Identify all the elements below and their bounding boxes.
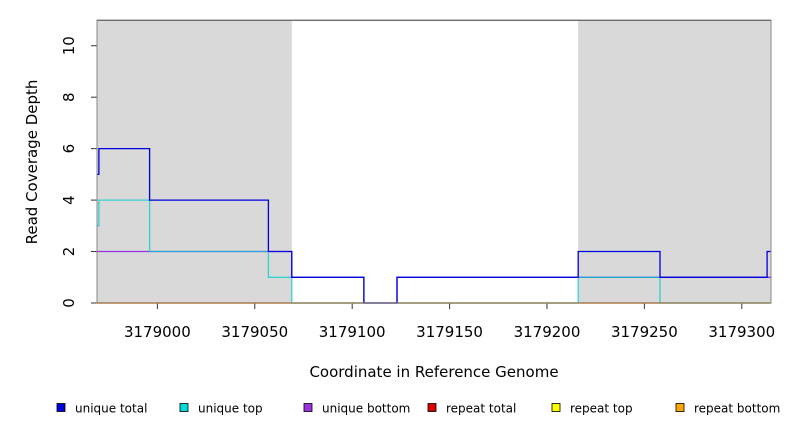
y-tick-label: 4	[60, 195, 78, 205]
y-axis-title: Read Coverage Depth	[23, 80, 41, 245]
x-tick-label: 3179200	[514, 323, 581, 341]
legend-swatch	[303, 403, 313, 412]
legend-label: unique bottom	[322, 402, 410, 416]
y-tick-label: 2	[60, 247, 78, 257]
legend-swatch	[56, 403, 66, 412]
legend-label: unique total	[75, 402, 147, 416]
x-tick-labels: 3179000 3179050 3179100 3179150 3179200 31792…	[124, 323, 775, 341]
axis-ticks	[91, 45, 743, 309]
shaded-region-1	[578, 20, 771, 303]
y-tick-label: 8	[60, 92, 78, 102]
series-unique-top	[97, 199, 771, 304]
legend-item-repeat-bottom: repeat bottom	[675, 402, 780, 416]
legend-label: repeat bottom	[694, 402, 780, 416]
x-tick-label: 3179150	[416, 323, 483, 341]
legend-item-unique-bottom: unique bottom	[303, 402, 410, 416]
x-tick-label: 3179300	[708, 323, 775, 341]
shaded-regions	[97, 20, 771, 303]
x-axis-title: Coordinate in Reference Genome	[309, 363, 558, 381]
legend-swatch	[179, 403, 189, 412]
legend-label: unique top	[198, 402, 263, 416]
legend-swatch	[551, 403, 561, 412]
x-tick-label: 3179000	[124, 323, 191, 341]
legend-item-unique-top: unique top	[179, 402, 263, 416]
legend-label: repeat total	[446, 402, 516, 416]
legend: unique total unique top unique bottom repea…	[56, 402, 780, 416]
x-tick-label: 3179250	[611, 323, 678, 341]
legend-item-unique-total: unique total	[56, 402, 147, 416]
legend-swatch	[675, 403, 685, 412]
legend-item-repeat-top: repeat top	[551, 402, 633, 416]
legend-swatch	[427, 403, 437, 412]
plot-frame	[96, 19, 772, 304]
shaded-region-0	[97, 20, 292, 303]
x-tick-label: 3179050	[221, 323, 288, 341]
legend-label: repeat top	[570, 402, 633, 416]
y-tick-label: 0	[60, 298, 78, 308]
y-tick-labels: 0 2 4 6 8 10	[60, 36, 78, 308]
y-tick-label: 6	[60, 144, 78, 154]
x-tick-label: 3179100	[319, 323, 386, 341]
y-tick-label: 10	[60, 36, 78, 55]
series-unique-total	[97, 147, 771, 304]
legend-item-repeat-total: repeat total	[427, 402, 516, 416]
